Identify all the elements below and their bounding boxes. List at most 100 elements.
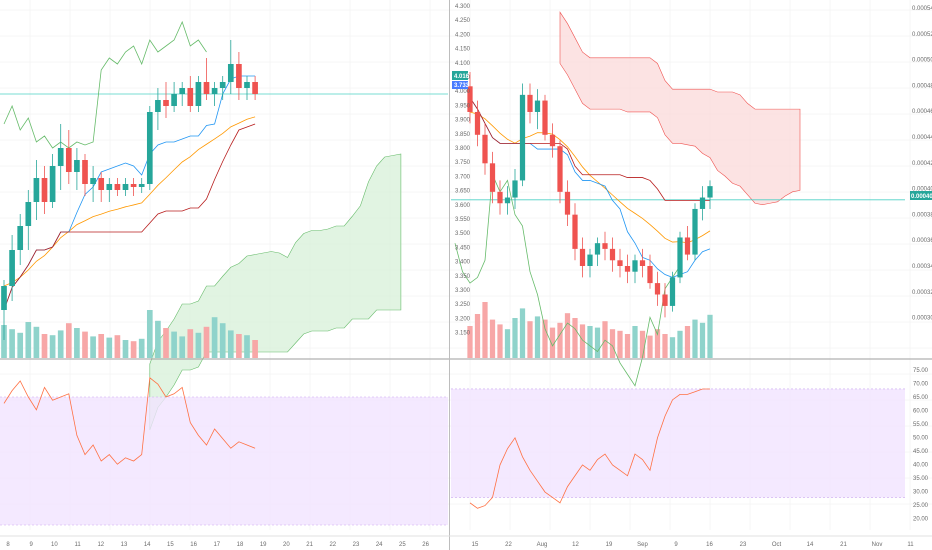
right-scale-label: 0.0004800 [912, 83, 932, 89]
candle [512, 180, 518, 198]
x-tick-label: Nov [872, 542, 883, 548]
x-tick-label: 9 [30, 542, 34, 548]
y-tick-label: 4.200 [455, 32, 471, 38]
right-scale-label: 0.0004200 [912, 161, 932, 167]
y-tick-label: 3.400 [455, 260, 471, 266]
candle [130, 184, 137, 187]
x-tick-label: 23 [740, 542, 747, 548]
candle [609, 248, 616, 261]
candle [579, 248, 586, 266]
volume-bar [557, 322, 563, 358]
y-tick-label: 3.550 [455, 217, 471, 223]
volume-bar [677, 330, 683, 358]
y-tick-label: 3.700 [455, 174, 471, 180]
candle [122, 184, 129, 190]
volume-bar [654, 329, 661, 358]
candle [467, 86, 473, 112]
volume-bar [236, 334, 242, 358]
candle [146, 112, 153, 184]
candle [203, 82, 210, 94]
x-tick-label: 17 [213, 542, 220, 548]
right-scale-label: 0.0003000 [912, 316, 932, 322]
volume-bar [662, 334, 668, 358]
x-tick-label: 8 [6, 542, 10, 548]
candle [707, 186, 713, 198]
y-tick-label: 3.800 [455, 146, 471, 152]
x-tick-label: 23 [353, 542, 360, 548]
volume-bar [632, 326, 638, 358]
volume-bar [639, 330, 646, 358]
x-tick-label: 15 [472, 542, 479, 548]
x-tick-label: 11 [907, 542, 914, 548]
right-rsi-pane[interactable] [451, 388, 905, 509]
rsi-tick-label: 40.00 [913, 463, 929, 469]
volume-bar [74, 328, 80, 358]
candle [49, 166, 56, 202]
x-tick-label: 14 [144, 542, 151, 548]
candle [1, 286, 7, 310]
rsi-tick-label: 45.00 [913, 449, 929, 455]
candle [662, 294, 668, 306]
volume-bar [504, 329, 511, 358]
x-tick-label: 16 [706, 542, 713, 548]
x-tick-label: 16 [190, 542, 197, 548]
y-tick-label: 3.200 [455, 316, 471, 322]
volume-bar [25, 322, 32, 358]
volume-bar [33, 326, 40, 358]
volume-bar [564, 313, 571, 358]
candle [179, 88, 186, 94]
y-tick-label: 3.350 [455, 274, 471, 280]
candle [57, 148, 64, 166]
right-scale-label: 0.0004600 [912, 109, 932, 115]
candle [65, 148, 72, 172]
candle [504, 197, 511, 204]
rsi-band [0, 397, 448, 525]
x-tick-label: 22 [329, 542, 336, 548]
y-tick-label: 4.250 [455, 18, 471, 24]
x-tick-label: 19 [606, 542, 613, 548]
x-tick-label: 13 [121, 542, 128, 548]
candle [106, 184, 113, 190]
volume-bar [587, 326, 593, 358]
candle [17, 226, 24, 250]
candle [227, 64, 234, 82]
y-tick-label: 3.450 [455, 245, 471, 251]
volume-bar [98, 334, 105, 358]
rsi-line [469, 388, 710, 509]
volume-bar [512, 318, 518, 358]
x-tick-label: 14 [807, 542, 814, 548]
volume-bar [49, 335, 56, 358]
right-scale-label: 0.0005400 [912, 6, 932, 12]
volume-bar [684, 326, 691, 358]
volume-bar [244, 335, 250, 358]
candle [587, 254, 593, 266]
volume-bar [579, 324, 586, 358]
x-tick-label: 22 [505, 542, 512, 548]
left-price-pane[interactable] [0, 20, 448, 431]
volume-bar [122, 340, 129, 358]
candle [692, 208, 698, 255]
candle [9, 250, 15, 286]
rsi-tick-label: 25.00 [913, 503, 929, 509]
y-tick-label: 3.900 [455, 118, 471, 124]
volume-bar [549, 327, 556, 358]
x-tick-label: Aug [537, 542, 548, 548]
volume-bar [179, 336, 186, 358]
candle [244, 82, 250, 88]
volume-bar [474, 314, 481, 358]
left-rsi-pane[interactable] [0, 377, 448, 526]
ichimoku-cloud [559, 11, 801, 205]
volume-bar [114, 335, 121, 358]
candle [33, 178, 40, 202]
candle [171, 94, 177, 106]
rsi-tick-label: 65.00 [913, 395, 929, 401]
volume-bar [252, 340, 258, 358]
volume-bar [707, 314, 713, 358]
x-tick-label: 19 [260, 542, 267, 548]
candle [163, 100, 169, 106]
candle [98, 178, 105, 190]
right-price-pane[interactable] [451, 11, 905, 387]
candle [557, 146, 563, 192]
y-tick-label: 3.300 [455, 288, 471, 294]
candle [624, 265, 631, 272]
